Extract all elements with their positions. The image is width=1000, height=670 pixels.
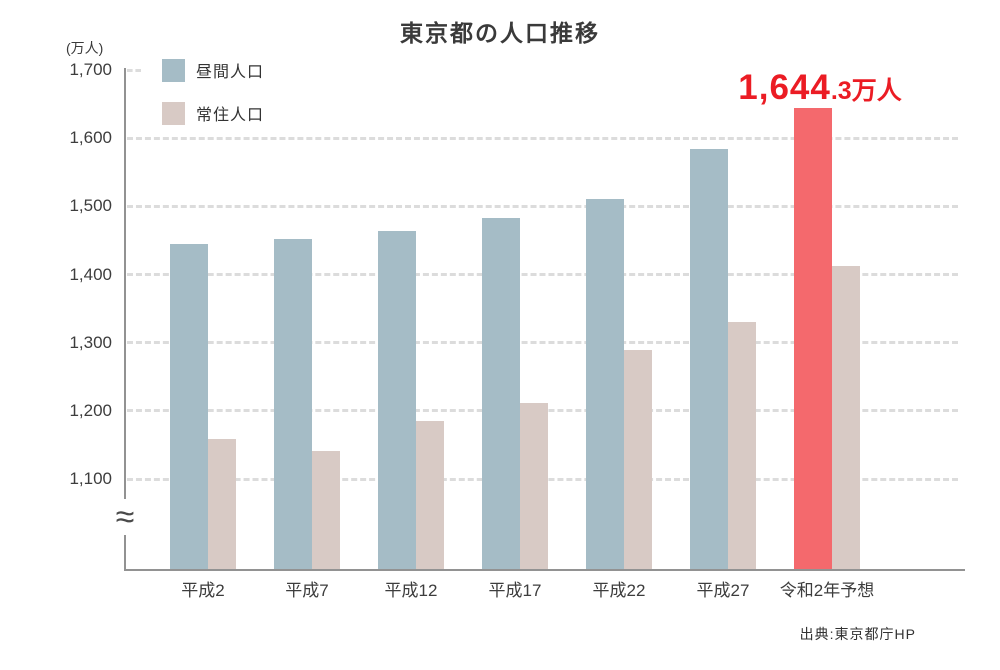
axis-break-symbol: ≈ bbox=[108, 499, 142, 535]
x-axis-label: 平成2 bbox=[181, 581, 225, 600]
bar-resident bbox=[208, 439, 236, 570]
legend-item: 昼間人口 bbox=[162, 58, 264, 82]
y-tick-label: 1,400 bbox=[69, 264, 112, 284]
bar-daytime bbox=[690, 149, 728, 570]
gridline bbox=[127, 136, 958, 140]
y-axis-line bbox=[124, 68, 126, 571]
bar-daytime bbox=[378, 230, 416, 570]
y-axis-unit-label: (万人) bbox=[66, 40, 104, 56]
y-tick-label: 1,500 bbox=[69, 196, 112, 216]
peak-value-annotation: 1,644.3万人 bbox=[660, 68, 980, 108]
x-axis-label: 平成22 bbox=[592, 581, 646, 600]
annotation-value-main: 1,644 bbox=[738, 68, 831, 107]
legend-swatch-icon bbox=[162, 101, 185, 125]
bar-daytime bbox=[170, 243, 208, 570]
y-tick-label: 1,700 bbox=[69, 60, 112, 79]
bar-resident bbox=[832, 266, 860, 570]
x-axis-label: 平成12 bbox=[384, 581, 438, 600]
y-tick-label: 1,600 bbox=[69, 128, 112, 148]
bar-resident bbox=[624, 350, 652, 570]
legend-swatch-icon bbox=[162, 58, 185, 82]
bar-daytime bbox=[794, 107, 832, 570]
bar-resident bbox=[312, 451, 340, 570]
x-axis-label: 平成17 bbox=[488, 581, 542, 600]
gridline bbox=[127, 204, 958, 208]
y-tick-label: 1,100 bbox=[69, 469, 112, 488]
y-tick-label: 1,300 bbox=[69, 332, 112, 352]
bar-daytime bbox=[274, 239, 312, 570]
legend-label: 常住人口 bbox=[196, 107, 265, 124]
gridline bbox=[127, 341, 958, 345]
legend-item: 常住人口 bbox=[162, 101, 264, 125]
bar-daytime bbox=[482, 217, 520, 570]
legend: 昼間人口 常住人口 bbox=[162, 58, 264, 144]
x-axis-label: 平成7 bbox=[285, 581, 329, 600]
x-axis-label: 令和2年予想 bbox=[779, 581, 875, 600]
y-tick-label: 1,200 bbox=[69, 400, 112, 420]
x-axis-line bbox=[124, 569, 965, 571]
bar-daytime bbox=[586, 198, 624, 570]
source-credit: 出典:東京都庁HP bbox=[799, 626, 916, 642]
chart-title: 東京都の人口推移 bbox=[400, 20, 600, 46]
gridline bbox=[127, 68, 141, 72]
annotation-value-suffix: .3万人 bbox=[830, 77, 902, 105]
bar-resident bbox=[728, 322, 756, 570]
bar-resident bbox=[416, 421, 444, 570]
gridline bbox=[127, 273, 958, 276]
bar-resident bbox=[520, 402, 548, 570]
x-axis-label: 平成27 bbox=[696, 581, 750, 600]
legend-label: 昼間人口 bbox=[196, 64, 265, 81]
